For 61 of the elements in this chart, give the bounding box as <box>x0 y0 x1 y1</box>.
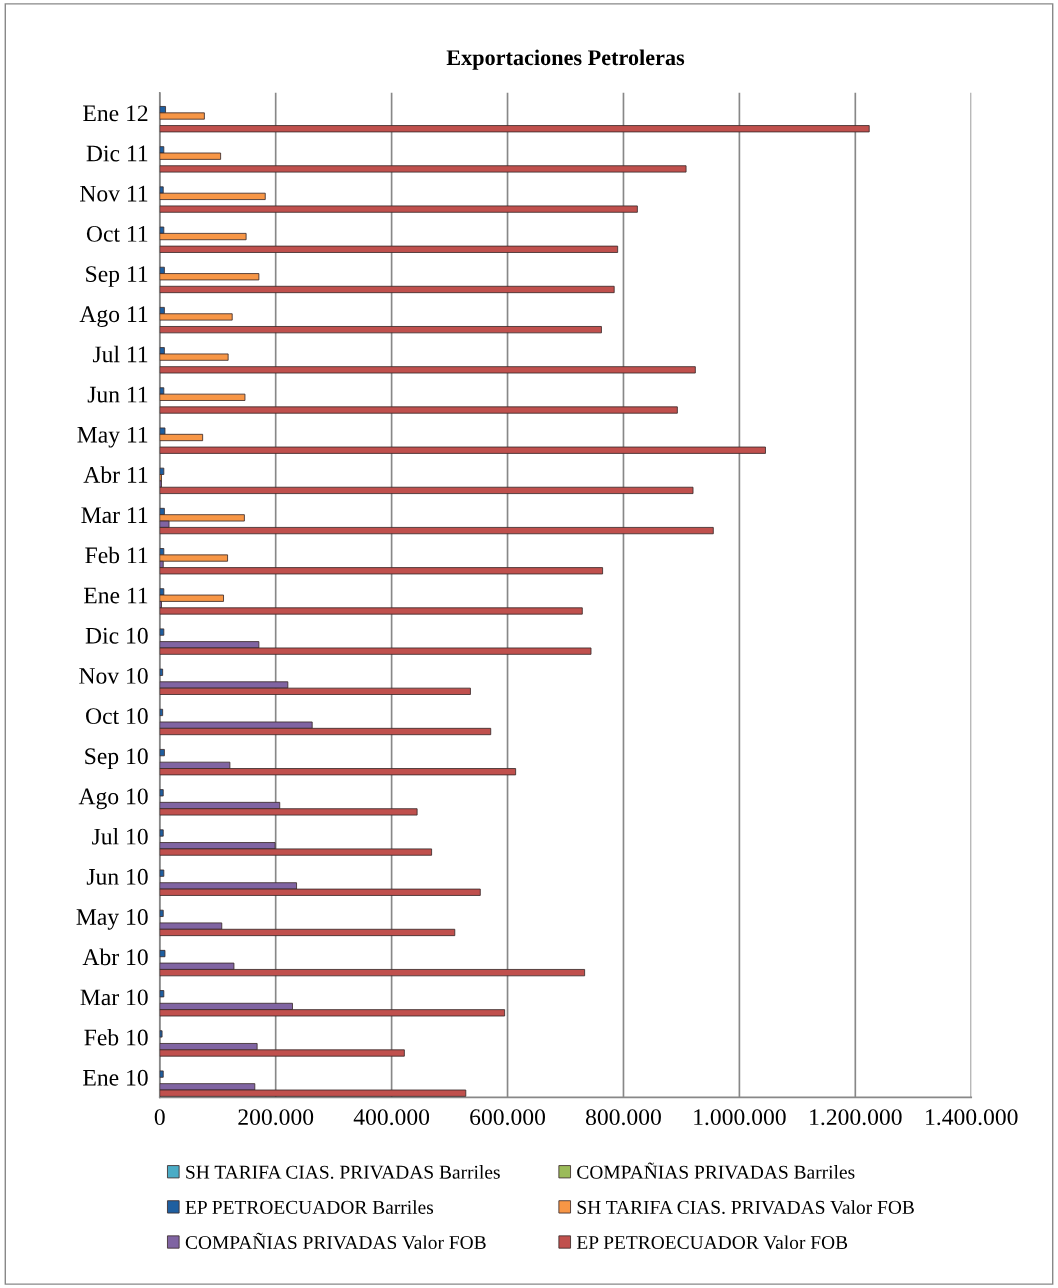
bar <box>159 125 870 133</box>
y-tick-label: Ene 12 <box>83 105 148 122</box>
y-tick-label: Sep 11 <box>86 266 148 287</box>
y-tick-label: Jun 10 <box>86 868 148 885</box>
bar <box>159 285 615 294</box>
y-tick-label: Dic 11 <box>86 145 148 162</box>
x-tick-label: 1.000.000 <box>694 1109 786 1126</box>
bar <box>159 749 165 757</box>
legend-label: COMPAÑIAS PRIVADAS Valor FOB <box>185 1232 486 1250</box>
bar <box>159 708 164 717</box>
chart-title: Exportaciones Petroleras <box>446 49 685 70</box>
x-tick-label: 0 <box>154 1109 165 1126</box>
y-tick-label: Mar 10 <box>80 989 148 1006</box>
y-tick-label: Jul 10 <box>92 827 148 845</box>
bar <box>159 165 687 173</box>
x-tick-label: 1.400.000 <box>926 1109 1018 1126</box>
bar <box>159 789 164 797</box>
bar <box>159 949 166 958</box>
y-tick-label: Ene 11 <box>83 587 148 604</box>
legend-label: EP PETROECUADOR Barriles <box>185 1200 434 1214</box>
legend-label: EP PETROECUADOR Valor FOB <box>576 1235 848 1250</box>
y-tick-label: Ago 10 <box>78 788 148 810</box>
bar <box>159 446 766 454</box>
y-tick-label: Nov 10 <box>79 667 148 684</box>
y-tick-label: Abr 10 <box>82 948 148 966</box>
legend-label: COMPAÑIAS PRIVADAS Barriles <box>577 1162 855 1179</box>
y-tick-label: Abr 11 <box>83 466 148 483</box>
y-tick-label: Nov 11 <box>80 185 148 202</box>
y-tick-label: Sep 10 <box>85 748 148 770</box>
bar <box>159 1030 163 1038</box>
y-tick-label: Jun 11 <box>87 386 148 403</box>
bar <box>159 406 678 414</box>
x-tick-label: 400.000 <box>353 1109 430 1126</box>
y-tick-label: May 11 <box>77 426 148 448</box>
x-tick-label: 1.200.000 <box>810 1109 902 1126</box>
y-tick-label: Mar 11 <box>81 507 148 524</box>
bar <box>159 628 165 636</box>
x-tick-label: 600.000 <box>470 1109 546 1126</box>
x-tick-label: 200.000 <box>238 1109 314 1126</box>
y-tick-label: Oct 11 <box>86 225 148 242</box>
bar <box>159 326 602 334</box>
y-tick-label: Dic 10 <box>85 627 148 644</box>
x-tick-label: 800.000 <box>586 1109 661 1126</box>
bar <box>159 829 164 837</box>
bar <box>159 1070 164 1078</box>
y-tick-label: Feb 11 <box>85 546 148 564</box>
y-tick-label: Feb 10 <box>84 1028 148 1046</box>
y-tick-label: Ene 10 <box>83 1069 148 1086</box>
bar <box>159 909 164 917</box>
bar <box>159 205 638 213</box>
bar <box>159 990 165 998</box>
legend-label: SH TARIFA CIAS. PRIVADAS Barriles <box>186 1165 500 1179</box>
y-tick-label: Ago 11 <box>79 306 148 328</box>
bar <box>159 245 619 253</box>
bar <box>159 366 696 374</box>
y-tick-label: May 10 <box>76 909 148 930</box>
bar <box>159 668 164 676</box>
y-tick-label: Oct 10 <box>86 708 148 725</box>
legend-label: SH TARIFA CIAS. PRIVADAS Valor FOB <box>577 1200 914 1215</box>
bar <box>159 869 165 877</box>
y-tick-label: Jul 11 <box>92 345 148 363</box>
